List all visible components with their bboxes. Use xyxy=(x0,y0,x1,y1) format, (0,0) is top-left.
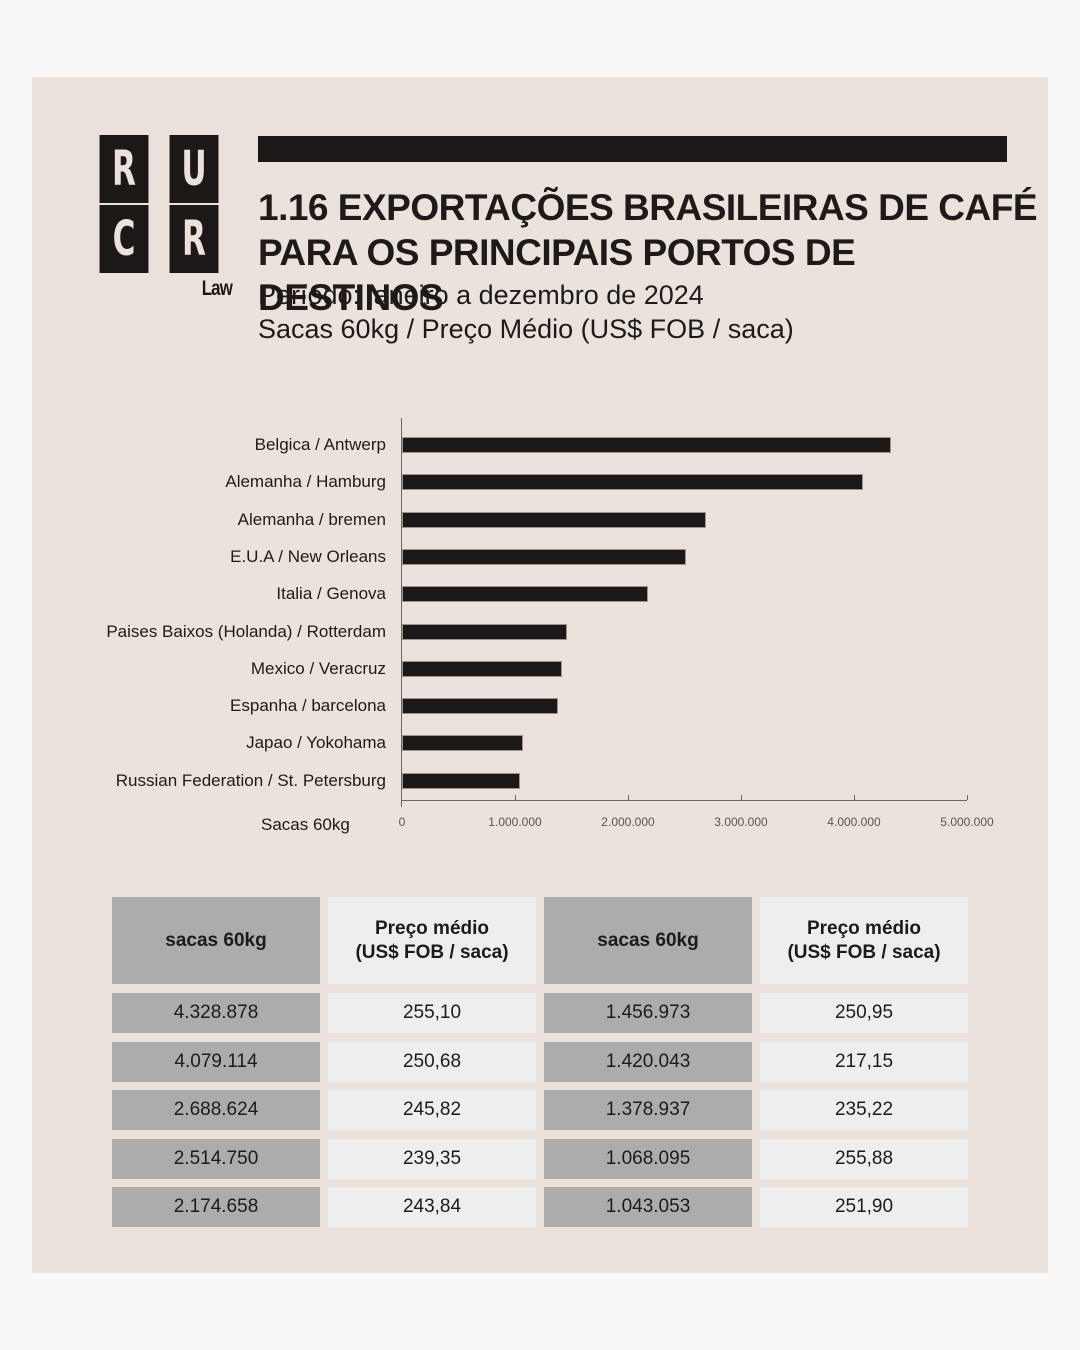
table-cell: 243,84 xyxy=(328,1187,536,1227)
category-label: Japao / Yokohama xyxy=(246,733,386,753)
logo-letter-r: R xyxy=(99,135,149,203)
title-line-2: PARA OS PRINCIPAIS PORTOS DE DESTINOS xyxy=(258,232,856,318)
title-line-1: 1.16 EXPORTAÇÕES BRASILEIRAS DE CAFÉ xyxy=(258,187,1038,228)
table-cell: 1.043.053 xyxy=(544,1187,752,1227)
x-axis-title: Sacas 60kg xyxy=(261,815,350,834)
rucr-law-logo: R U C R xyxy=(90,135,230,275)
x-tick-label: 4.000.000 xyxy=(827,815,881,829)
table-cell: 245,82 xyxy=(328,1090,536,1130)
table-cell: 1.456.973 xyxy=(544,993,752,1033)
x-axis-line xyxy=(401,800,967,801)
bar xyxy=(402,623,567,640)
x-tick xyxy=(628,795,629,800)
category-label: Paises Baixos (Holanda) / Rotterdam xyxy=(106,621,386,641)
category-label: Mexico / Veracruz xyxy=(250,658,386,678)
bar xyxy=(402,772,520,789)
bar xyxy=(402,735,523,752)
bar xyxy=(402,660,563,677)
table-header-cell: sacas 60kg xyxy=(544,897,752,984)
x-tick-label: 5.000.000 xyxy=(940,815,994,829)
category-label: Espanha / barcelona xyxy=(230,696,386,716)
table-cell: 2.174.658 xyxy=(112,1187,320,1227)
category-label: Alemanha / bremen xyxy=(237,509,386,529)
table-header-cell: sacas 60kg xyxy=(112,897,320,984)
infographic-card: R U C R Law 1.16 EXPORTAÇÕES BRASILEIRAS… xyxy=(32,77,1048,1273)
table-cell: 4.328.878 xyxy=(112,993,320,1033)
table-cell: 235,22 xyxy=(760,1090,968,1130)
category-label: E.U.A / New Orleans xyxy=(230,546,386,566)
x-tick-label: 3.000.000 xyxy=(714,815,768,829)
subtitle-period: Período: janeiro a dezembro de 2024 xyxy=(258,280,704,310)
x-tick xyxy=(967,795,968,800)
bar-chart: Sacas 60kg Belgica / Antwerp Alemanha / H… xyxy=(32,77,1048,877)
table-cell: 239,35 xyxy=(328,1138,536,1179)
x-tick-label: 1.000.000 xyxy=(488,815,542,829)
table-cell: 250,95 xyxy=(760,993,968,1033)
bar xyxy=(402,511,706,528)
table-cell: 217,15 xyxy=(760,1041,968,1082)
logo-letter-r-2: R xyxy=(169,205,219,273)
header-text: sacas 60kg xyxy=(165,929,267,951)
table-header-cell: Preço médio (US$ FOB / saca) xyxy=(328,897,536,984)
category-label: Russian Federation / St. Petersburg xyxy=(115,770,386,790)
table-cell: 255,88 xyxy=(760,1138,968,1179)
x-tick xyxy=(741,795,742,800)
header-text: sacas 60kg xyxy=(597,929,699,951)
page-title: 1.16 EXPORTAÇÕES BRASILEIRAS DE CAFÉ PAR… xyxy=(258,185,1038,320)
table-cell: 2.514.750 xyxy=(112,1138,320,1179)
category-label: Alemanha / Hamburg xyxy=(225,472,386,492)
y-axis-line xyxy=(401,418,402,807)
table-cell: 1.378.937 xyxy=(544,1090,752,1130)
bar xyxy=(402,586,648,603)
table-cell: 251,90 xyxy=(760,1187,968,1227)
header-text: (US$ FOB / saca) xyxy=(355,941,509,963)
table-cell: 1.068.095 xyxy=(544,1138,752,1179)
table-cell: 1.420.043 xyxy=(544,1041,752,1082)
table-cell: 250,68 xyxy=(328,1041,536,1082)
bar xyxy=(402,437,892,453)
logo-letter-u: U xyxy=(169,135,219,203)
header-text: Preço médio xyxy=(806,917,922,939)
logo-letter-c: C xyxy=(99,205,149,273)
bar xyxy=(402,698,558,715)
table-cell: 255,10 xyxy=(328,993,536,1033)
table-cell: 2.688.624 xyxy=(112,1090,320,1130)
logo-subtitle: Law xyxy=(201,277,233,300)
bar xyxy=(402,474,863,491)
table-cell: 4.079.114 xyxy=(112,1041,320,1082)
header-decorative-bar xyxy=(258,136,1007,162)
x-tick xyxy=(515,795,516,800)
x-tick-label: 2.000.000 xyxy=(601,815,655,829)
header-text: Preço médio xyxy=(374,917,490,939)
x-tick-label: 0 xyxy=(398,815,406,829)
category-label: Belgica / Antwerp xyxy=(254,435,386,454)
x-tick xyxy=(854,795,855,800)
category-label: Italia / Genova xyxy=(276,584,386,604)
page-subtitle: Período: janeiro a dezembro de 2024 Saca… xyxy=(258,278,794,346)
bar xyxy=(402,548,687,565)
table-header-cell: Preço médio (US$ FOB / saca) xyxy=(760,897,968,984)
header-text: (US$ FOB / saca) xyxy=(787,941,941,963)
subtitle-units: Sacas 60kg / Preço Médio (US$ FOB / saca… xyxy=(258,314,794,344)
